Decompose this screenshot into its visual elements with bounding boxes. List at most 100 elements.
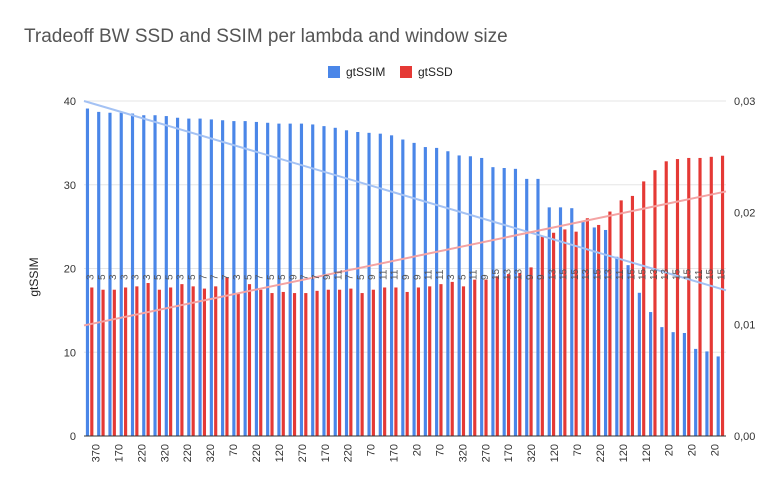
- bar-data-label: 13: [514, 268, 525, 280]
- bar-gtssd: [180, 284, 184, 436]
- bar-gtssd: [247, 284, 252, 436]
- bar-gtssim: [198, 118, 202, 437]
- bar-gtssd: [552, 232, 556, 436]
- bar-gtssim: [581, 220, 585, 436]
- bar-data-label: 11: [615, 269, 626, 280]
- bar-data-label: 5: [153, 274, 164, 280]
- trendline-gtssim: [83, 100, 727, 292]
- x-tick-label: 220: [251, 444, 263, 462]
- bar-data-label: 9: [536, 274, 547, 280]
- bar-data-label: 3: [108, 274, 119, 280]
- bar-gtssd: [664, 161, 668, 437]
- y-tick-label: 10: [64, 347, 76, 359]
- bar-data-label: 7: [345, 274, 356, 280]
- bar-gtssim: [570, 208, 574, 436]
- bar-gtssim: [232, 121, 236, 436]
- bar-gtssim: [423, 147, 427, 436]
- bar-gtssd: [326, 289, 330, 436]
- trendline-gtssd: [83, 190, 727, 327]
- bar-gtssim: [85, 108, 90, 436]
- bar-gtssd: [281, 291, 285, 436]
- bar-gtssd: [518, 272, 522, 436]
- chart-title: Tradeoff BW SSD and SSIM per lambda and …: [24, 26, 508, 47]
- bar-gtssd: [529, 267, 533, 436]
- bar-gtssim: [367, 132, 371, 436]
- bar-gtssim: [209, 119, 213, 437]
- bar-gtssd: [202, 288, 207, 436]
- bar-gtssd: [675, 159, 680, 437]
- y-tick-label: 0: [70, 431, 76, 443]
- bar-gtssd: [259, 289, 263, 436]
- bars: [85, 108, 725, 437]
- bar-data-label: 9: [367, 274, 378, 280]
- bar-gtssd: [383, 287, 387, 436]
- bar-gtssd: [630, 195, 635, 436]
- bar-gtssim: [288, 123, 292, 437]
- x-tick-label: 320: [526, 444, 538, 462]
- bar-gtssim: [637, 292, 641, 436]
- bar-gtssim: [558, 207, 563, 436]
- bar-data-label: 15: [716, 268, 727, 280]
- bar-data-label: 5: [97, 274, 108, 280]
- x-tick-label: 170: [503, 444, 515, 462]
- bar-gtssd: [157, 289, 161, 436]
- bar-data-label: 7: [300, 274, 311, 280]
- bar-data-label: 11: [390, 269, 401, 280]
- legend-label-gtssim[interactable]: gtSSIM: [346, 65, 385, 79]
- bar-gtssd: [484, 279, 488, 436]
- bar-gtssim: [615, 256, 619, 436]
- bar-data-label: 15: [683, 268, 694, 280]
- bar-gtssd: [585, 218, 589, 436]
- bar-gtssd: [146, 283, 150, 436]
- bar-gtssim: [457, 155, 461, 436]
- x-tick-label: 370: [90, 444, 102, 462]
- bar-data-label: 5: [266, 274, 277, 280]
- bar-gtssim: [356, 131, 360, 437]
- bar-gtssd: [292, 293, 297, 436]
- bar-data-label: 5: [356, 274, 367, 280]
- bar-gtssim: [266, 122, 270, 437]
- bar-data-label: 13: [502, 268, 513, 280]
- bar-gtssd: [720, 155, 725, 436]
- bar-gtssd: [360, 293, 364, 436]
- x-tick-label: 70: [228, 444, 240, 456]
- bar-data-label: 9: [525, 274, 536, 280]
- x-tick-label: 320: [457, 444, 469, 462]
- bar-data-label: 5: [164, 274, 175, 280]
- bar-data-label: 7: [210, 274, 221, 280]
- bar-gtssim: [502, 168, 506, 436]
- bar-gtssim: [243, 121, 247, 436]
- x-tick-label: 20: [710, 444, 722, 456]
- bar-data-label: 3: [86, 274, 97, 280]
- legend[interactable]: gtSSIM gtSSD: [328, 65, 453, 79]
- bar-gtssd: [371, 289, 375, 436]
- x-tick-label: 170: [389, 444, 401, 462]
- y2-axis-ticks: 0,00 0,01 0,02 0,03: [734, 96, 755, 443]
- legend-label-gtssd[interactable]: gtSSD: [418, 65, 453, 79]
- bar-gtssim: [389, 135, 394, 436]
- bar-gtssim: [401, 139, 405, 436]
- bar-labels: 3 5 3 3 3 3 5 5 3 5 7 7 7 3 5 7 5 5 9 7 7 9 11 7 5 9 11 11 9 9 11 11 3 5 1…: [86, 268, 728, 280]
- bar-data-label: 3: [131, 274, 142, 280]
- bar-gtssd: [90, 287, 94, 436]
- bar-data-label: 7: [221, 274, 232, 280]
- bar-data-label: 13: [547, 268, 558, 280]
- bar-gtssim: [142, 115, 146, 437]
- bar-data-label: 11: [435, 269, 446, 280]
- bar-data-label: 15: [491, 268, 502, 280]
- bar-data-label: 7: [198, 274, 209, 280]
- bar-gtssd: [405, 291, 409, 436]
- x-tick-label: 70: [366, 444, 378, 456]
- bar-gtssd: [563, 229, 567, 436]
- bar-data-label: 11: [469, 269, 480, 280]
- bar-gtssim: [164, 116, 168, 436]
- y-axis-label: gtSSIM: [27, 257, 41, 296]
- bar-gtssim: [513, 168, 518, 436]
- x-tick-label: 120: [641, 444, 653, 462]
- bar-data-label: 13: [649, 268, 660, 280]
- bar-gtssim: [153, 115, 157, 437]
- bar-gtssim: [536, 178, 540, 436]
- x-tick-label: 320: [159, 444, 171, 462]
- bar-gtssim: [130, 113, 135, 436]
- bar-data-label: 15: [570, 268, 581, 280]
